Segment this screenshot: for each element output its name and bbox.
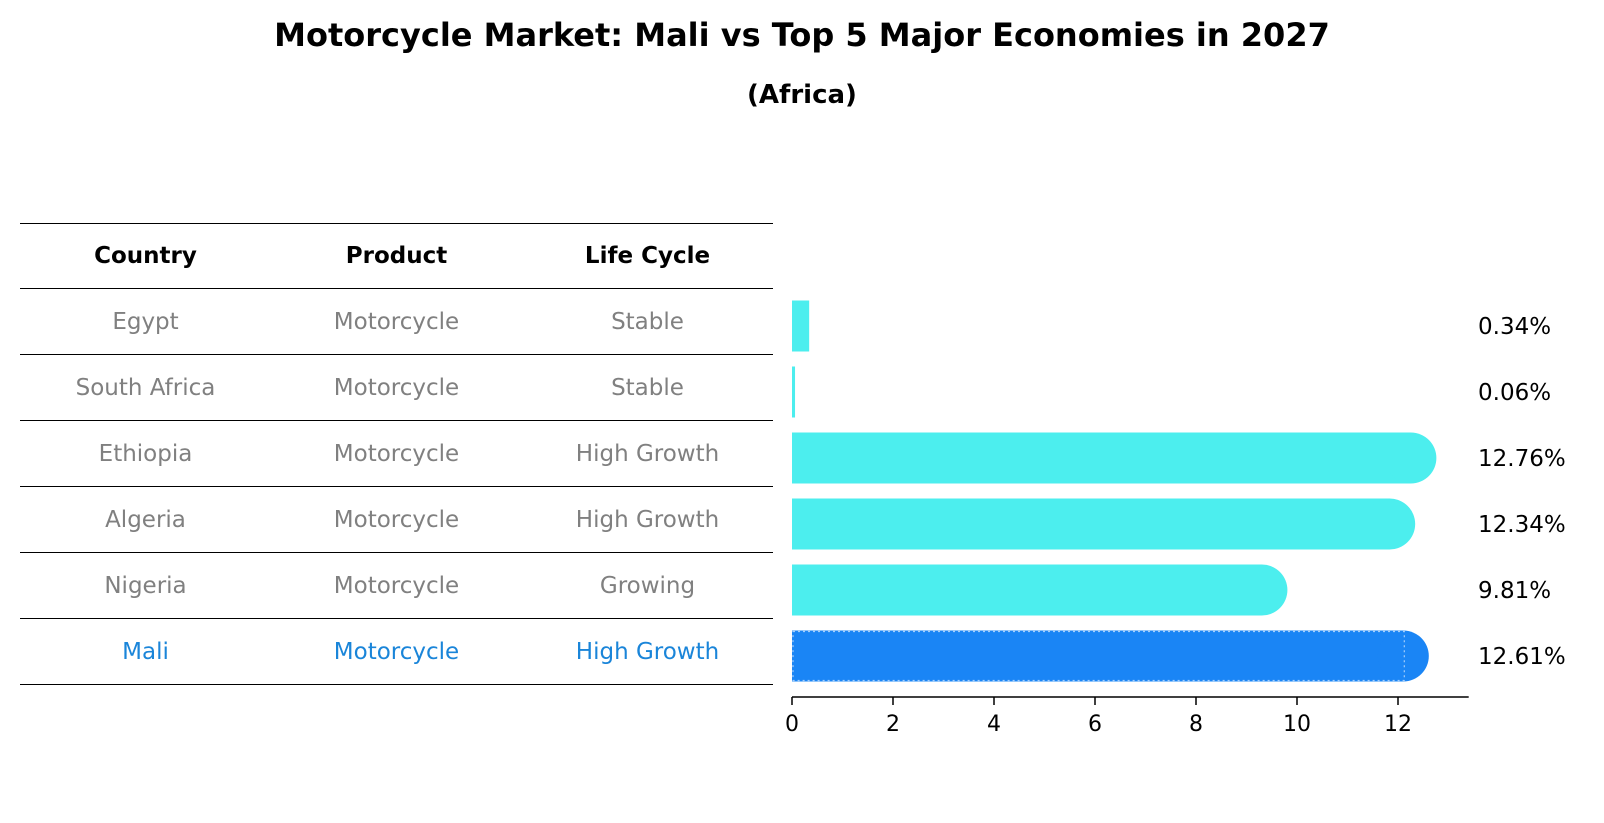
bar-cap — [1236, 564, 1288, 616]
life-cycle-cell: Stable — [611, 374, 684, 401]
product-cell: Motorcycle — [333, 638, 460, 665]
bar-nigeria — [792, 564, 1288, 616]
bar-body — [792, 300, 810, 352]
table-row: Ethiopia Motorcycle High Growth — [20, 421, 773, 487]
life-cycle-cell: Growing — [599, 572, 696, 599]
table-row: Nigeria Motorcycle Growing — [20, 553, 773, 619]
x-tick-label: 2 — [886, 712, 900, 737]
chart-subtitle: (Africa) — [747, 80, 857, 110]
table-row: Egypt Motorcycle Stable — [20, 289, 773, 355]
value-label: 12.76% — [1478, 446, 1566, 472]
life-cycle-cell: High Growth — [575, 638, 720, 665]
data-table: Country Product Life Cycle Egypt Motorcy… — [20, 223, 773, 685]
x-tick-label: 6 — [1088, 712, 1102, 737]
x-tick-label: 12 — [1384, 712, 1412, 737]
bar-highlight-hatch — [792, 630, 1405, 682]
life-cycle-cell: Stable — [611, 308, 684, 335]
chart-title: Motorcycle Market: Mali vs Top 5 Major E… — [274, 16, 1330, 54]
life-cycle-cell: High Growth — [575, 440, 720, 467]
bar-algeria — [792, 498, 1416, 550]
bar-body — [792, 432, 1411, 484]
product-cell: Motorcycle — [333, 572, 460, 599]
bar-cap — [1385, 432, 1437, 484]
product-cell: Motorcycle — [333, 506, 460, 533]
country-cell: Ethiopia — [98, 440, 193, 467]
header-product: Product — [345, 243, 448, 269]
bar-body — [792, 498, 1390, 550]
table-row: Algeria Motorcycle High Growth — [20, 487, 773, 553]
value-label: 9.81% — [1478, 578, 1551, 604]
country-cell: Egypt — [112, 308, 179, 335]
bar-cap — [1364, 498, 1416, 550]
x-tick-label: 0 — [785, 712, 799, 737]
product-cell: Motorcycle — [333, 308, 460, 335]
x-tick-label: 4 — [987, 712, 1001, 737]
bar-body — [792, 564, 1262, 616]
bar-cap — [1377, 630, 1429, 682]
header-life-cycle: Life Cycle — [584, 243, 711, 269]
table-header-row: Country Product Life Cycle — [20, 223, 773, 289]
country-cell: Nigeria — [104, 572, 187, 599]
x-tick-label: 10 — [1283, 712, 1311, 737]
header-country: Country — [94, 243, 197, 269]
bar-ethiopia — [792, 432, 1437, 484]
bar-body — [792, 630, 1404, 682]
country-cell: Mali — [122, 638, 169, 665]
product-cell: Motorcycle — [333, 440, 460, 467]
value-label: 0.34% — [1478, 314, 1551, 340]
country-cell: Algeria — [105, 506, 186, 533]
value-label: 12.61% — [1478, 644, 1566, 670]
bar-south-africa — [792, 366, 796, 418]
country-cell: South Africa — [75, 374, 216, 401]
x-tick-label: 8 — [1189, 712, 1203, 737]
bar-mali — [792, 630, 1429, 682]
product-cell: Motorcycle — [333, 374, 460, 401]
table-row-highlighted: Mali Motorcycle High Growth — [20, 619, 773, 685]
life-cycle-cell: High Growth — [575, 506, 720, 533]
bar-body — [792, 366, 796, 418]
value-label: 12.34% — [1478, 512, 1566, 538]
value-label: 0.06% — [1478, 380, 1551, 406]
bar-egypt — [792, 300, 810, 352]
table-row: South Africa Motorcycle Stable — [20, 355, 773, 421]
